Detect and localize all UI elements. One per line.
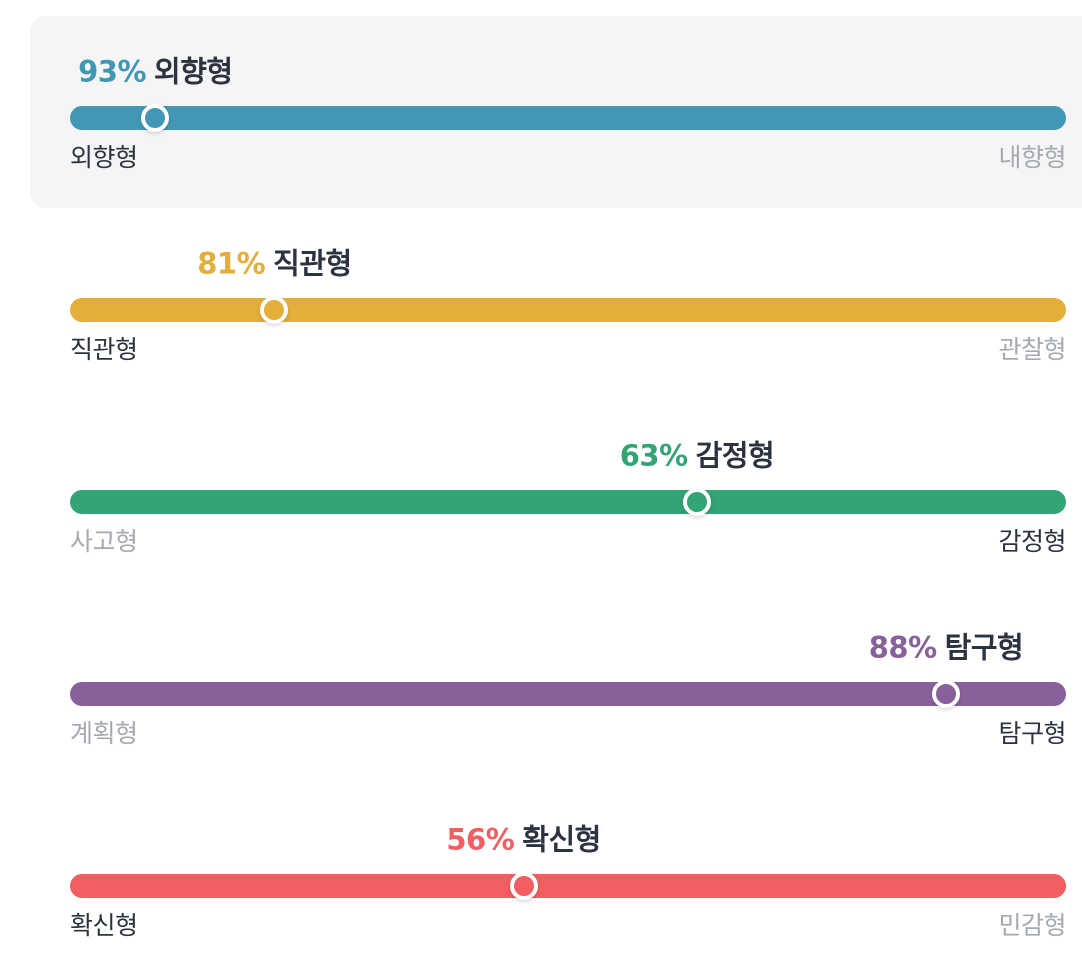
trait-name: 직관형 (273, 246, 352, 281)
trait-left-label: 확신형 (70, 911, 138, 940)
trait-left-label: 직관형 (70, 335, 138, 364)
trait-left-label: 사고형 (70, 527, 138, 556)
trait-row[interactable]: 88% 탐구형 계획형 탐구형 (30, 592, 1082, 784)
trait-left-label: 계획형 (70, 719, 138, 748)
trait-slider-knob[interactable] (260, 296, 289, 324)
trait-percent: 63% (619, 438, 688, 473)
trait-headline: 93% 외향형 (78, 54, 233, 89)
trait-slider-track[interactable] (70, 872, 1066, 900)
trait-slider-track[interactable] (70, 680, 1066, 708)
trait-slider-knob[interactable] (931, 680, 960, 708)
trait-percent: 81% (197, 246, 266, 281)
trait-slider-knob[interactable] (682, 488, 711, 516)
trait-slider-knob[interactable] (141, 104, 170, 132)
trait-slider-knob[interactable] (509, 872, 538, 900)
trait-right-label: 탐구형 (998, 719, 1066, 748)
trait-percent: 93% (78, 54, 147, 89)
trait-name: 외향형 (154, 54, 233, 89)
trait-right-label: 관찰형 (998, 335, 1066, 364)
trait-headline: 56% 확신형 (446, 822, 601, 857)
trait-right-label: 내향형 (998, 143, 1066, 172)
trait-row[interactable]: 56% 확신형 확신형 민감형 (30, 784, 1082, 976)
trait-left-label: 외향형 (70, 143, 138, 172)
trait-name: 탐구형 (944, 630, 1024, 665)
trait-headline: 81% 직관형 (197, 246, 352, 281)
trait-row[interactable]: 81% 직관형 직관형 관찰형 (30, 208, 1082, 400)
trait-slider-track[interactable] (70, 296, 1066, 324)
trait-slider-track[interactable] (70, 104, 1066, 132)
trait-right-label: 감정형 (998, 527, 1066, 556)
trait-row[interactable]: 63% 감정형 사고형 감정형 (30, 400, 1082, 592)
trait-right-label: 민감형 (998, 911, 1066, 940)
trait-percent: 56% (446, 822, 515, 857)
trait-slider-track[interactable] (70, 488, 1066, 516)
trait-headline: 88% 탐구형 (868, 630, 1024, 665)
trait-row[interactable]: 93% 외향형 외향형 내향형 (30, 16, 1082, 208)
trait-percent: 88% (868, 630, 937, 665)
trait-headline: 63% 감정형 (619, 438, 775, 473)
trait-name: 감정형 (695, 438, 775, 473)
trait-name: 확신형 (522, 822, 601, 857)
